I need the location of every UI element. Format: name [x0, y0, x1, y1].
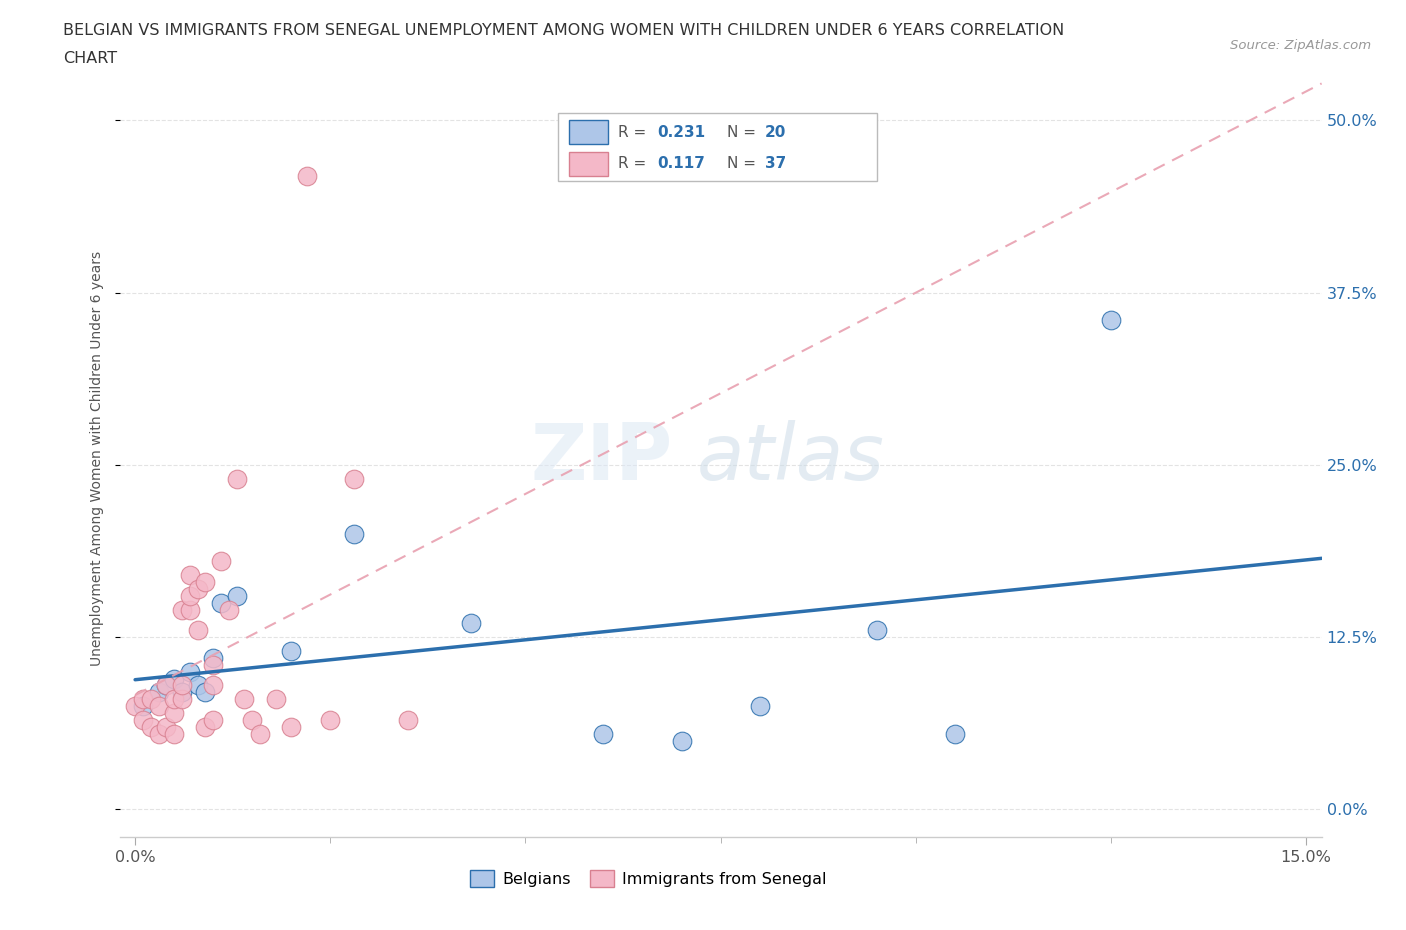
Point	[187, 581, 209, 596]
Text: 20: 20	[765, 125, 786, 140]
Point	[209, 554, 232, 569]
Point	[132, 692, 155, 707]
Point	[163, 726, 186, 741]
Text: R =: R =	[619, 125, 651, 140]
Point	[592, 726, 614, 741]
Text: 37: 37	[765, 156, 786, 171]
Text: N =: N =	[727, 156, 761, 171]
Point	[249, 726, 271, 741]
FancyBboxPatch shape	[569, 152, 607, 176]
Point	[148, 698, 170, 713]
Point	[264, 692, 287, 707]
Point	[163, 671, 186, 686]
Point	[233, 692, 256, 707]
Point	[202, 658, 225, 672]
Point	[225, 472, 247, 486]
Point	[1099, 312, 1122, 327]
Point	[170, 684, 193, 699]
Text: N =: N =	[727, 125, 761, 140]
Point	[396, 712, 419, 727]
Point	[218, 603, 240, 618]
Point	[280, 644, 302, 658]
Point	[671, 733, 693, 748]
Point	[139, 692, 162, 707]
Point	[132, 712, 155, 727]
Point	[343, 472, 366, 486]
Point	[148, 726, 170, 741]
Point	[155, 678, 177, 693]
Point	[132, 698, 155, 713]
FancyBboxPatch shape	[558, 113, 877, 181]
Point	[225, 589, 247, 604]
Point	[179, 567, 201, 582]
Point	[202, 712, 225, 727]
Point	[163, 692, 186, 707]
Text: BELGIAN VS IMMIGRANTS FROM SENEGAL UNEMPLOYMENT AMONG WOMEN WITH CHILDREN UNDER : BELGIAN VS IMMIGRANTS FROM SENEGAL UNEMP…	[63, 23, 1064, 38]
Legend: Belgians, Immigrants from Senegal: Belgians, Immigrants from Senegal	[464, 864, 832, 894]
Point	[155, 678, 177, 693]
Point	[240, 712, 263, 727]
Point	[943, 726, 966, 741]
Point	[179, 603, 201, 618]
Point	[170, 603, 193, 618]
Text: Source: ZipAtlas.com: Source: ZipAtlas.com	[1230, 39, 1371, 52]
Text: 0.231: 0.231	[657, 125, 704, 140]
Point	[194, 684, 217, 699]
Point	[179, 664, 201, 679]
Point	[187, 623, 209, 638]
Point	[866, 623, 889, 638]
Point	[148, 684, 170, 699]
Text: CHART: CHART	[63, 51, 117, 66]
Point	[187, 678, 209, 693]
Point	[155, 719, 177, 734]
Text: 0.117: 0.117	[657, 156, 704, 171]
Y-axis label: Unemployment Among Women with Children Under 6 years: Unemployment Among Women with Children U…	[90, 250, 104, 666]
Point	[319, 712, 342, 727]
Point	[460, 616, 482, 631]
Point	[124, 698, 146, 713]
Point	[170, 692, 193, 707]
Point	[295, 168, 318, 183]
FancyBboxPatch shape	[569, 120, 607, 144]
Point	[163, 706, 186, 721]
Text: R =: R =	[619, 156, 651, 171]
Point	[202, 650, 225, 665]
Point	[170, 678, 193, 693]
Point	[139, 719, 162, 734]
Point	[179, 589, 201, 604]
Point	[194, 719, 217, 734]
Point	[209, 595, 232, 610]
Point	[343, 526, 366, 541]
Text: ZIP: ZIP	[530, 420, 672, 496]
Point	[748, 698, 770, 713]
Point	[280, 719, 302, 734]
Point	[194, 575, 217, 590]
Text: atlas: atlas	[696, 420, 884, 496]
Point	[202, 678, 225, 693]
